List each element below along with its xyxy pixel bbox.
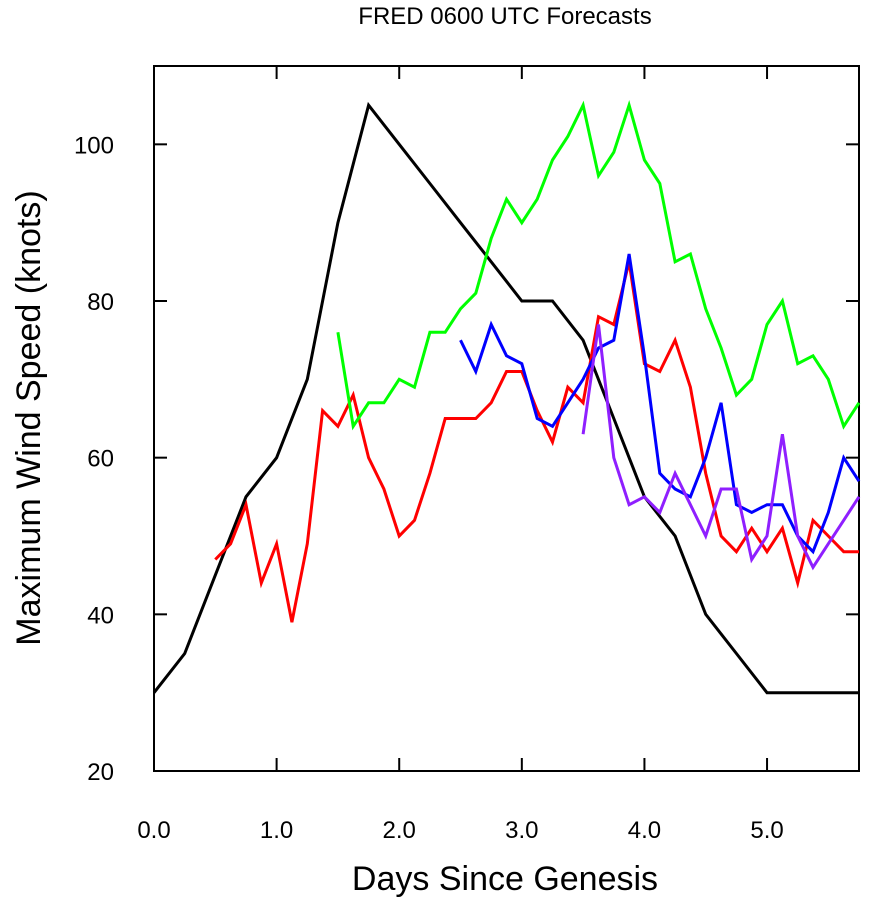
y-tick-label: 20 <box>87 759 114 786</box>
y-tick-label: 60 <box>87 446 114 473</box>
plot-frame <box>153 65 860 772</box>
chart-title: FRED 0600 UTC Forecasts <box>358 3 651 30</box>
y-tick-label: 80 <box>87 289 114 316</box>
y-axis-label: Maximum Wind Speed (knots) <box>10 190 48 645</box>
series-line-1 <box>152 101 859 695</box>
y-tick-label: 40 <box>87 602 114 629</box>
x-tick-label: 2.0 <box>383 817 416 844</box>
x-tick-label: 5.0 <box>750 817 783 844</box>
tick-labels: 0.0 1.0 2.0 3.0 4.0 5.0 20 40 60 80 100 <box>74 132 784 844</box>
series-line-3 <box>336 100 861 431</box>
x-tick-label: 4.0 <box>628 817 661 844</box>
series-lines <box>152 100 861 695</box>
y-tick-label: 100 <box>74 132 114 159</box>
x-tick-label: 3.0 <box>505 817 538 844</box>
series-line-4 <box>459 253 861 555</box>
x-tick-label: 0.0 <box>137 817 170 844</box>
series-line-2 <box>214 261 859 623</box>
x-tick-label: 1.0 <box>260 817 293 844</box>
axis-ticks <box>153 66 859 772</box>
x-axis-label: Days Since Genesis <box>352 860 658 898</box>
series-line-5 <box>581 324 861 571</box>
